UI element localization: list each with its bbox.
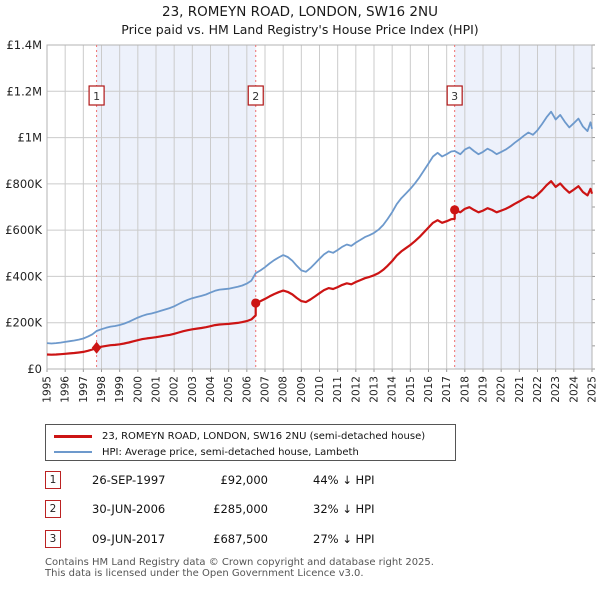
svg-text:2024: 2024: [568, 376, 580, 403]
svg-text:1999: 1999: [114, 376, 126, 403]
sale-number-badge: 2: [45, 500, 61, 518]
svg-text:2000: 2000: [132, 376, 144, 403]
y-axis-labels: £0 £200K £400K £600K £800K £1M £1.2M £1.4M: [5, 38, 42, 376]
sale-flag-label: 3: [451, 90, 458, 103]
svg-text:2019: 2019: [478, 376, 490, 403]
sale-price: £285,000: [213, 502, 268, 516]
svg-text:2007: 2007: [260, 376, 272, 403]
price-line-swatch: [54, 434, 92, 438]
sale-marker-2: [251, 298, 261, 308]
sale-marker-1: [91, 341, 102, 354]
svg-text:2010: 2010: [314, 376, 326, 403]
svg-text:1995: 1995: [42, 376, 54, 403]
svg-text:2023: 2023: [550, 376, 562, 403]
svg-text:£1.4M: £1.4M: [6, 38, 42, 52]
sale-price: £687,500: [213, 532, 268, 546]
sale-flag-3: [446, 85, 463, 106]
svg-text:£0: £0: [27, 362, 42, 376]
sale-number-badge: 1: [45, 471, 61, 489]
svg-text:£400K: £400K: [5, 269, 42, 283]
svg-text:2005: 2005: [223, 376, 235, 403]
plot-border: [46, 44, 593, 370]
svg-text:2008: 2008: [278, 376, 290, 403]
svg-text:£1.2M: £1.2M: [6, 84, 42, 98]
hpi-line: [46, 110, 593, 345]
svg-text:2020: 2020: [496, 376, 508, 403]
svg-text:2022: 2022: [532, 376, 544, 403]
svg-text:1996: 1996: [60, 376, 72, 403]
svg-text:2002: 2002: [169, 376, 181, 403]
price-paid-line: [46, 180, 594, 356]
sale-number-badge: 3: [45, 530, 61, 548]
page-subtitle: Price paid vs. HM Land Registry's House …: [121, 22, 479, 37]
copyright-line: Contains HM Land Registry data © Crown c…: [45, 557, 434, 568]
svg-text:2012: 2012: [350, 376, 362, 403]
sale-vs-hpi: 44% ↓ HPI: [313, 473, 375, 487]
svg-text:2013: 2013: [369, 376, 381, 403]
legend: 23, ROMEYN ROAD, LONDON, SW16 2NU (semi-…: [45, 424, 456, 461]
licence-line: This data is licensed under the Open Gov…: [45, 568, 364, 579]
svg-text:1998: 1998: [96, 376, 108, 403]
sale-flag-1: [88, 85, 105, 106]
legend-item-hpi: HPI: Average price, semi-detached house,…: [46, 444, 455, 460]
svg-text:1997: 1997: [78, 376, 90, 403]
page-title: 23, ROMEYN ROAD, LONDON, SW16 2NU: [162, 4, 438, 20]
svg-text:2018: 2018: [459, 376, 471, 403]
svg-text:2006: 2006: [241, 376, 253, 403]
sale-vs-hpi: 27% ↓ HPI: [313, 532, 375, 546]
sale-date: 30-JUN-2006: [92, 502, 166, 516]
svg-text:2001: 2001: [151, 376, 163, 403]
svg-text:2003: 2003: [187, 376, 199, 403]
gridlines: [46, 44, 593, 370]
sale-flag-2: [247, 85, 264, 106]
sale-flag-label: 2: [252, 90, 259, 103]
svg-text:2021: 2021: [514, 376, 526, 403]
svg-text:2015: 2015: [405, 376, 417, 403]
sale-row-2: 2 30-JUN-2006 £285,000 32% ↓ HPI: [45, 500, 545, 520]
sale-row-1: 1 26-SEP-1997 £92,000 44% ↓ HPI: [45, 471, 545, 491]
svg-text:2004: 2004: [205, 376, 217, 403]
legend-label-price: 23, ROMEYN ROAD, LONDON, SW16 2NU (semi-…: [102, 430, 426, 442]
legend-item-price: 23, ROMEYN ROAD, LONDON, SW16 2NU (semi-…: [46, 428, 455, 444]
x-axis-labels: 1995 1996 1997 1998 1999 2000 2001 2002 2003 2004…: [42, 376, 599, 403]
svg-text:2009: 2009: [296, 376, 308, 403]
sale-marker-3: [450, 205, 460, 215]
svg-text:£800K: £800K: [5, 177, 42, 191]
svg-text:2017: 2017: [441, 376, 453, 403]
svg-text:2025: 2025: [587, 376, 599, 403]
sale-date: 09-JUN-2017: [92, 532, 166, 546]
svg-text:£200K: £200K: [5, 316, 42, 330]
svg-text:2011: 2011: [332, 376, 344, 403]
svg-text:£600K: £600K: [5, 223, 42, 237]
sale-flag-label: 1: [93, 90, 100, 103]
sale-price: £92,000: [220, 473, 268, 487]
legend-label-hpi: HPI: Average price, semi-detached house,…: [102, 446, 359, 458]
sale-row-3: 3 09-JUN-2017 £687,500 27% ↓ HPI: [45, 530, 545, 550]
hpi-line-swatch: [54, 451, 92, 453]
ownership-bands: [96, 45, 592, 369]
svg-text:£1M: £1M: [17, 131, 42, 145]
price-history-chart: 1 2 3 £0 £200K £400K £600K £800K £1M £1.2M £1.4M 19…: [5, 38, 599, 403]
sale-date: 26-SEP-1997: [92, 473, 166, 487]
svg-text:2014: 2014: [387, 376, 399, 403]
sale-vs-hpi: 32% ↓ HPI: [313, 502, 375, 516]
svg-text:2016: 2016: [423, 376, 435, 403]
